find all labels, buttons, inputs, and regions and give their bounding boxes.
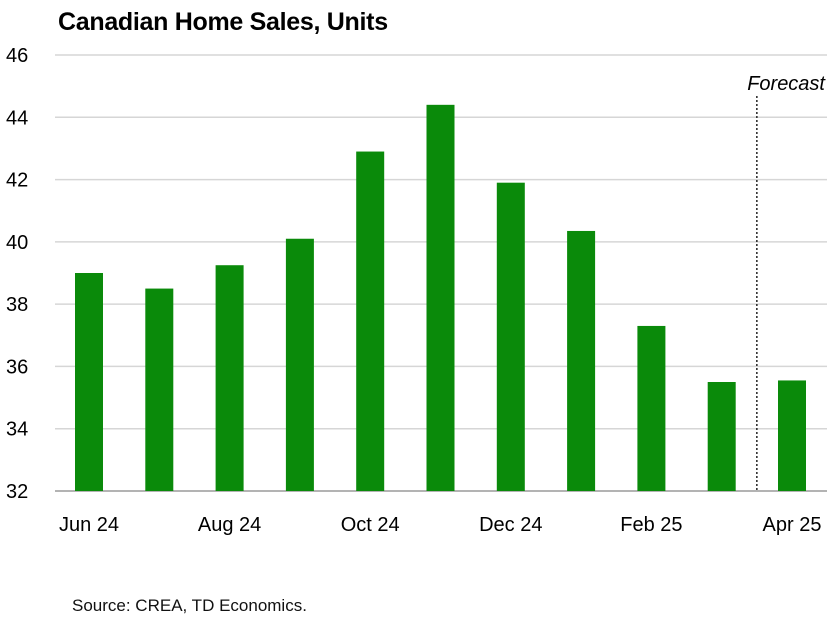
y-axis-ticks: 32 34 36 38 40 42 44 46: [6, 45, 28, 503]
y-tick-label: 40: [6, 232, 28, 254]
x-axis-ticks: Jun 24 Aug 24 Oct 24 Dec 24 Feb 25 Apr 25: [59, 514, 822, 536]
y-tick-label: 42: [6, 170, 28, 192]
bar-feb-25: [637, 325, 666, 491]
forecast-marker: Forecast: [747, 73, 826, 491]
bar-mar-25: [707, 382, 736, 491]
source-note: Source: CREA, TD Economics.: [72, 596, 307, 615]
bar-aug-24: [215, 265, 244, 491]
y-tick-label: 38: [6, 294, 28, 316]
bar-jun-24: [75, 273, 103, 491]
bar-jul-24: [145, 288, 174, 491]
y-tick-label: 44: [6, 107, 28, 129]
y-tick-label: 46: [6, 45, 28, 67]
y-tick-label: 34: [6, 419, 28, 441]
bar-dec-24: [496, 182, 525, 491]
x-tick-label: Aug 24: [198, 514, 261, 536]
x-tick-label: Apr 25: [763, 514, 822, 536]
x-tick-label: Oct 24: [341, 514, 400, 536]
bar-oct-24: [356, 151, 385, 492]
y-tick-label: 32: [6, 481, 28, 503]
x-tick-label: Dec 24: [479, 514, 542, 536]
y-tick-label: 36: [6, 356, 28, 378]
bar-nov-24: [426, 104, 455, 491]
bar-jan-25: [567, 230, 596, 491]
x-tick-label: Feb 25: [620, 514, 682, 536]
bars: [75, 104, 806, 492]
chart-title: Canadian Home Sales, Units: [58, 8, 388, 36]
bar-sep-24: [285, 238, 314, 491]
bar-apr-25: [778, 380, 806, 491]
forecast-label: Forecast: [747, 73, 826, 95]
bar-chart: 32 34 36 38 40 42 44 46 Jun 24 Aug 24 Oct 24 Dec 2…: [6, 45, 827, 536]
x-tick-label: Jun 24: [59, 514, 119, 536]
